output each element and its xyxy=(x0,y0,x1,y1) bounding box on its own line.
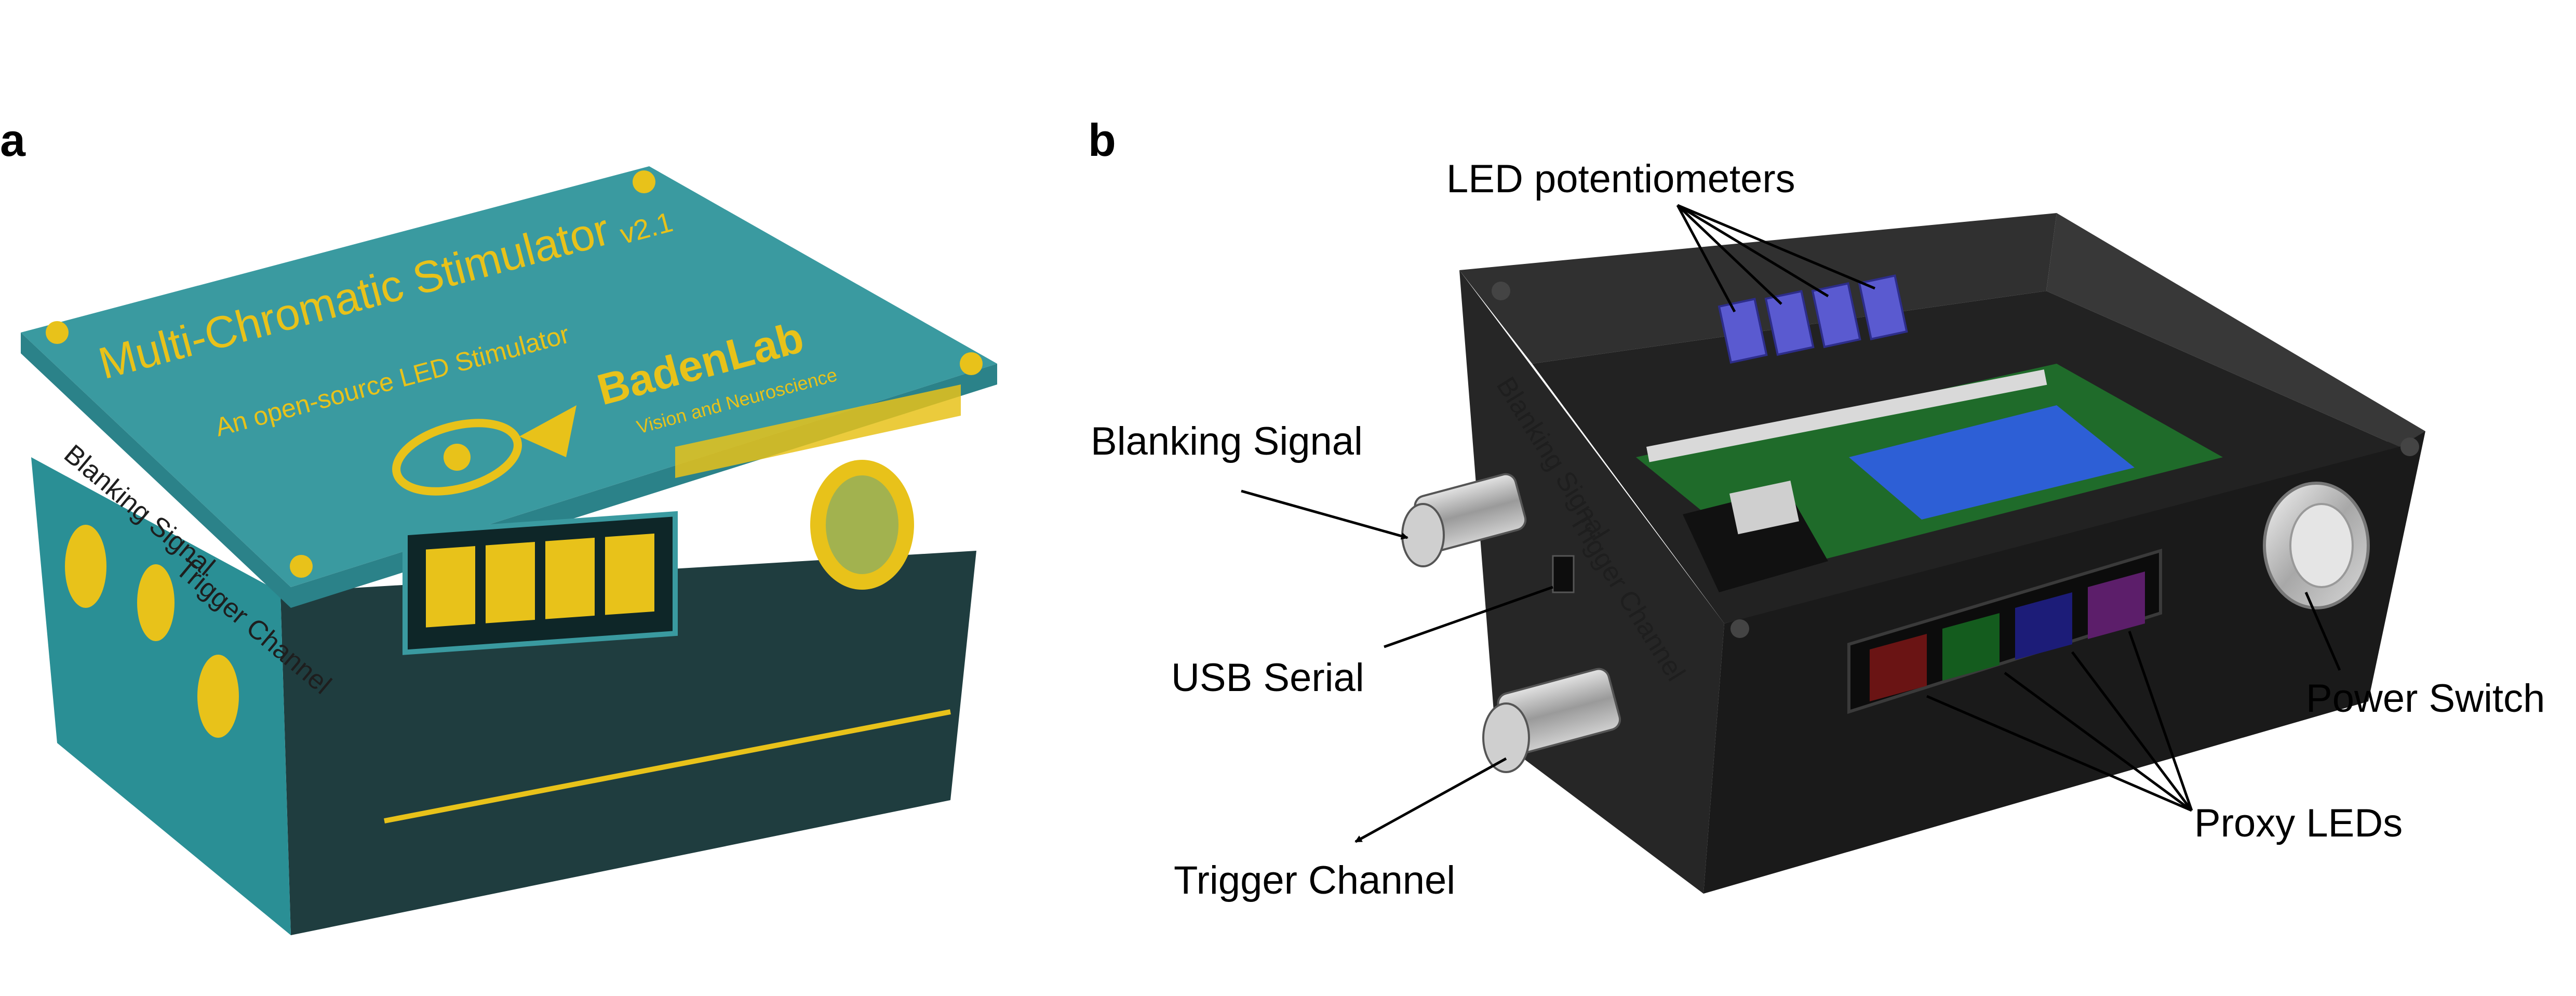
screw-hole-icon xyxy=(1730,619,1749,638)
leader-arrow xyxy=(1354,757,1507,843)
leader-arrow xyxy=(1241,489,1408,540)
callout-proxy-leds: Proxy LEDs xyxy=(2194,801,2403,845)
leader-line xyxy=(2004,671,2193,812)
leader-line xyxy=(2304,592,2341,671)
left-side-hole xyxy=(65,525,106,608)
front-slot xyxy=(675,384,961,478)
box-right-wall xyxy=(2046,213,2425,447)
led-window xyxy=(426,546,475,628)
driver-board xyxy=(1849,405,2135,520)
proxy-led-green xyxy=(1942,613,2000,681)
led-window xyxy=(545,537,595,619)
leader-line xyxy=(1926,695,2192,812)
leader-line xyxy=(1676,204,1736,313)
callout-power-switch: Power Switch xyxy=(2306,676,2545,721)
screw-hole-icon xyxy=(2400,437,2419,456)
callout-usb-serial: USB Serial xyxy=(1171,656,1364,700)
proxy-led-purple xyxy=(2088,572,2145,639)
proxy-led-red xyxy=(1870,634,1927,701)
potentiometer-icon xyxy=(1858,274,1908,340)
led-window xyxy=(605,533,654,615)
leader-line xyxy=(2071,651,2193,812)
callout-led-potentiometers: LED potentiometers xyxy=(1446,157,1795,201)
left-side-hole xyxy=(137,564,175,641)
bnc-connector-bottom xyxy=(1482,668,1621,773)
left-side-hole xyxy=(197,655,239,738)
panel-a-letter: a xyxy=(0,114,26,166)
leader-lines xyxy=(1241,204,2341,843)
power-hole xyxy=(810,460,914,590)
usb-port-icon xyxy=(1552,555,1575,593)
potentiometer-icon xyxy=(1718,298,1768,364)
potentiometer-icon xyxy=(1764,290,1815,356)
screw-icon xyxy=(46,321,69,344)
callout-blanking-signal: Blanking Signal xyxy=(1091,419,1363,463)
bnc-connector-top xyxy=(1401,473,1527,567)
leader-line xyxy=(1384,586,1553,648)
leader-line xyxy=(2128,631,2193,811)
bottom-groove xyxy=(384,709,951,824)
screw-icon xyxy=(960,352,983,375)
callout-trigger-channel: Trigger Channel xyxy=(1174,858,1455,902)
box-back-wall xyxy=(1459,213,2057,364)
potentiometer-group xyxy=(1718,274,1908,364)
potentiometer-icon xyxy=(1811,282,1861,348)
lid-left-edge xyxy=(21,333,291,608)
power-hole-inner xyxy=(826,475,898,574)
leader-line xyxy=(1677,204,1875,290)
header-row xyxy=(1646,369,2047,462)
led-window xyxy=(486,541,535,623)
screw-hole-icon xyxy=(1492,282,1510,300)
proxy-led-blue xyxy=(2015,592,2072,660)
screw-icon xyxy=(633,170,655,193)
power-switch-cap xyxy=(2289,503,2354,588)
enclosure-lid xyxy=(21,166,997,587)
rf-module xyxy=(1729,481,1800,535)
fish-logo-icon xyxy=(392,405,576,496)
panel-b-letter: b xyxy=(1088,114,1116,166)
screw-icon xyxy=(290,555,313,578)
black-enclosure: Blanking Signal Trigger Channel xyxy=(1401,213,2425,894)
box-front-wall xyxy=(1703,431,2425,894)
leader-line xyxy=(1676,204,1829,298)
teal-enclosure: Blanking Signal Trigger Channel Multi-Ch… xyxy=(21,166,997,935)
leader-line xyxy=(1676,204,1782,305)
